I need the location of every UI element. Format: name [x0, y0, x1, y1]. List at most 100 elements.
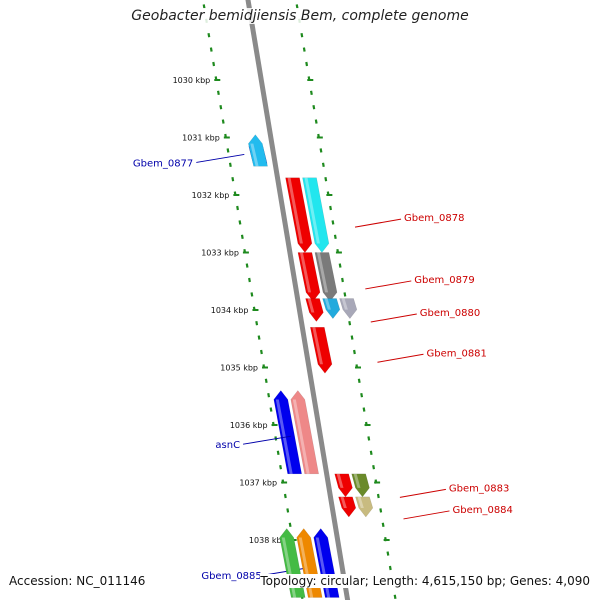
- right-guide-dot: [324, 177, 328, 182]
- right-guide-dot: [362, 407, 366, 412]
- right-guide-dot: [379, 508, 383, 513]
- right-guide-dot: [372, 465, 376, 470]
- gene-arrow: [290, 390, 319, 475]
- left-guide-dot: [257, 335, 261, 340]
- right-guide-dot: [305, 61, 309, 67]
- gene-arrow-highlight: [341, 298, 348, 310]
- gene-label-leader: [196, 153, 245, 163]
- tick-label: 1037 kbp: [239, 479, 277, 488]
- gene-label-leader: [242, 435, 292, 445]
- gene-arrow-highlight: [287, 177, 303, 244]
- gene-label-leader: [354, 218, 402, 228]
- gene-arrow: [322, 298, 341, 320]
- gene-arrow-highlight: [312, 327, 323, 365]
- gene-label-leader: [403, 510, 450, 520]
- gene-arrow-highlight: [307, 298, 315, 313]
- gene-arrow: [334, 473, 353, 498]
- tick-label: 1038 kbp: [249, 536, 287, 545]
- tick-label: 1033 kbp: [201, 249, 239, 258]
- left-guide-dot: [226, 148, 230, 153]
- gene-arrow: [285, 177, 313, 253]
- right-guide-dot: [302, 47, 306, 52]
- left-guide-dot: [207, 33, 211, 38]
- gene-arrow: [297, 252, 321, 302]
- left-guide-dot: [279, 465, 283, 470]
- right-guide-dot: [338, 263, 342, 268]
- right-guide-dot: [350, 335, 354, 340]
- gene-label: Gbem_0884: [452, 505, 512, 516]
- right-guide-dot: [329, 205, 332, 211]
- left-guide-dot: [260, 349, 263, 355]
- right-guide-dot: [360, 393, 364, 398]
- tick-label: 1034 kbp: [211, 306, 249, 315]
- right-guide-dot: [393, 594, 397, 599]
- left-guide-dot: [250, 292, 254, 297]
- gene-label: Gbem_0883: [449, 483, 509, 494]
- left-guide-dot: [228, 162, 232, 167]
- right-guide-dot: [357, 378, 361, 383]
- right-guide-dot: [295, 4, 299, 9]
- gene-arrow-highlight: [299, 252, 312, 293]
- right-guide-dot: [376, 493, 380, 499]
- right-guide-dot: [331, 220, 335, 225]
- tick-label: 1032 kbp: [192, 191, 230, 200]
- gene-arrow-highlight: [324, 298, 331, 310]
- left-guide-dot: [236, 205, 239, 211]
- gene-arrow-highlight: [304, 177, 320, 244]
- gene-arrow-highlight: [357, 496, 364, 508]
- right-guide-dot: [343, 292, 347, 297]
- left-guide-dot: [202, 4, 206, 9]
- left-guide-dot: [269, 407, 273, 412]
- left-guide-dot: [240, 234, 244, 239]
- gene-arrow-highlight: [275, 399, 293, 474]
- right-guide-dot: [314, 119, 318, 124]
- gene-arrow: [338, 496, 357, 518]
- gene-arrow-highlight: [316, 252, 329, 293]
- gene-label: asnC: [215, 440, 240, 451]
- left-guide-dot: [248, 277, 251, 283]
- gene-arrow-highlight: [336, 473, 344, 488]
- gene-label: Gbem_0877: [133, 158, 193, 169]
- gene-arrow-highlight: [353, 473, 361, 488]
- left-guide-dot: [221, 119, 225, 124]
- right-guide-dot: [333, 234, 337, 239]
- gene-label-leader: [365, 280, 412, 290]
- right-guide-dot: [367, 436, 371, 441]
- left-guide-dot: [238, 220, 242, 225]
- right-guide-dot: [353, 349, 356, 355]
- left-guide-dot: [255, 321, 259, 326]
- left-guide-dot: [231, 177, 235, 182]
- gene-arrow: [310, 327, 333, 374]
- left-guide-dot: [209, 47, 213, 52]
- gene-arrow-highlight: [340, 496, 347, 508]
- gene-label: Gbem_0879: [414, 275, 474, 286]
- gene-label: Gbem_0881: [426, 348, 486, 359]
- accession-label: Accession: NC_011146: [9, 574, 146, 588]
- left-guide-dot: [267, 393, 271, 398]
- left-guide-dot: [245, 263, 249, 268]
- left-guide-dot: [264, 378, 268, 383]
- left-guide-dot: [276, 450, 280, 455]
- gene-arrow: [339, 298, 358, 320]
- left-guide-dot: [283, 493, 287, 499]
- right-guide-dot: [309, 90, 313, 95]
- gene-arrow: [273, 390, 302, 475]
- right-guide-dot: [381, 522, 385, 527]
- gene-arrow: [355, 496, 374, 518]
- left-guide-dot: [212, 61, 216, 67]
- genome-axis: [245, 0, 351, 605]
- right-guide-dot: [321, 162, 325, 167]
- gene-arrow: [302, 177, 330, 253]
- tick-label: 1036 kbp: [230, 421, 268, 430]
- gene-arrow: [314, 252, 338, 302]
- right-guide-dot: [312, 105, 316, 110]
- gene-arrow-highlight: [250, 143, 259, 167]
- right-guide-dot: [386, 551, 390, 556]
- gene-arrow: [305, 298, 324, 322]
- tick-label: 1031 kbp: [182, 134, 220, 143]
- left-guide-dot: [288, 522, 292, 527]
- gene-label-leader: [377, 353, 424, 363]
- gene-arrow-highlight: [292, 399, 310, 474]
